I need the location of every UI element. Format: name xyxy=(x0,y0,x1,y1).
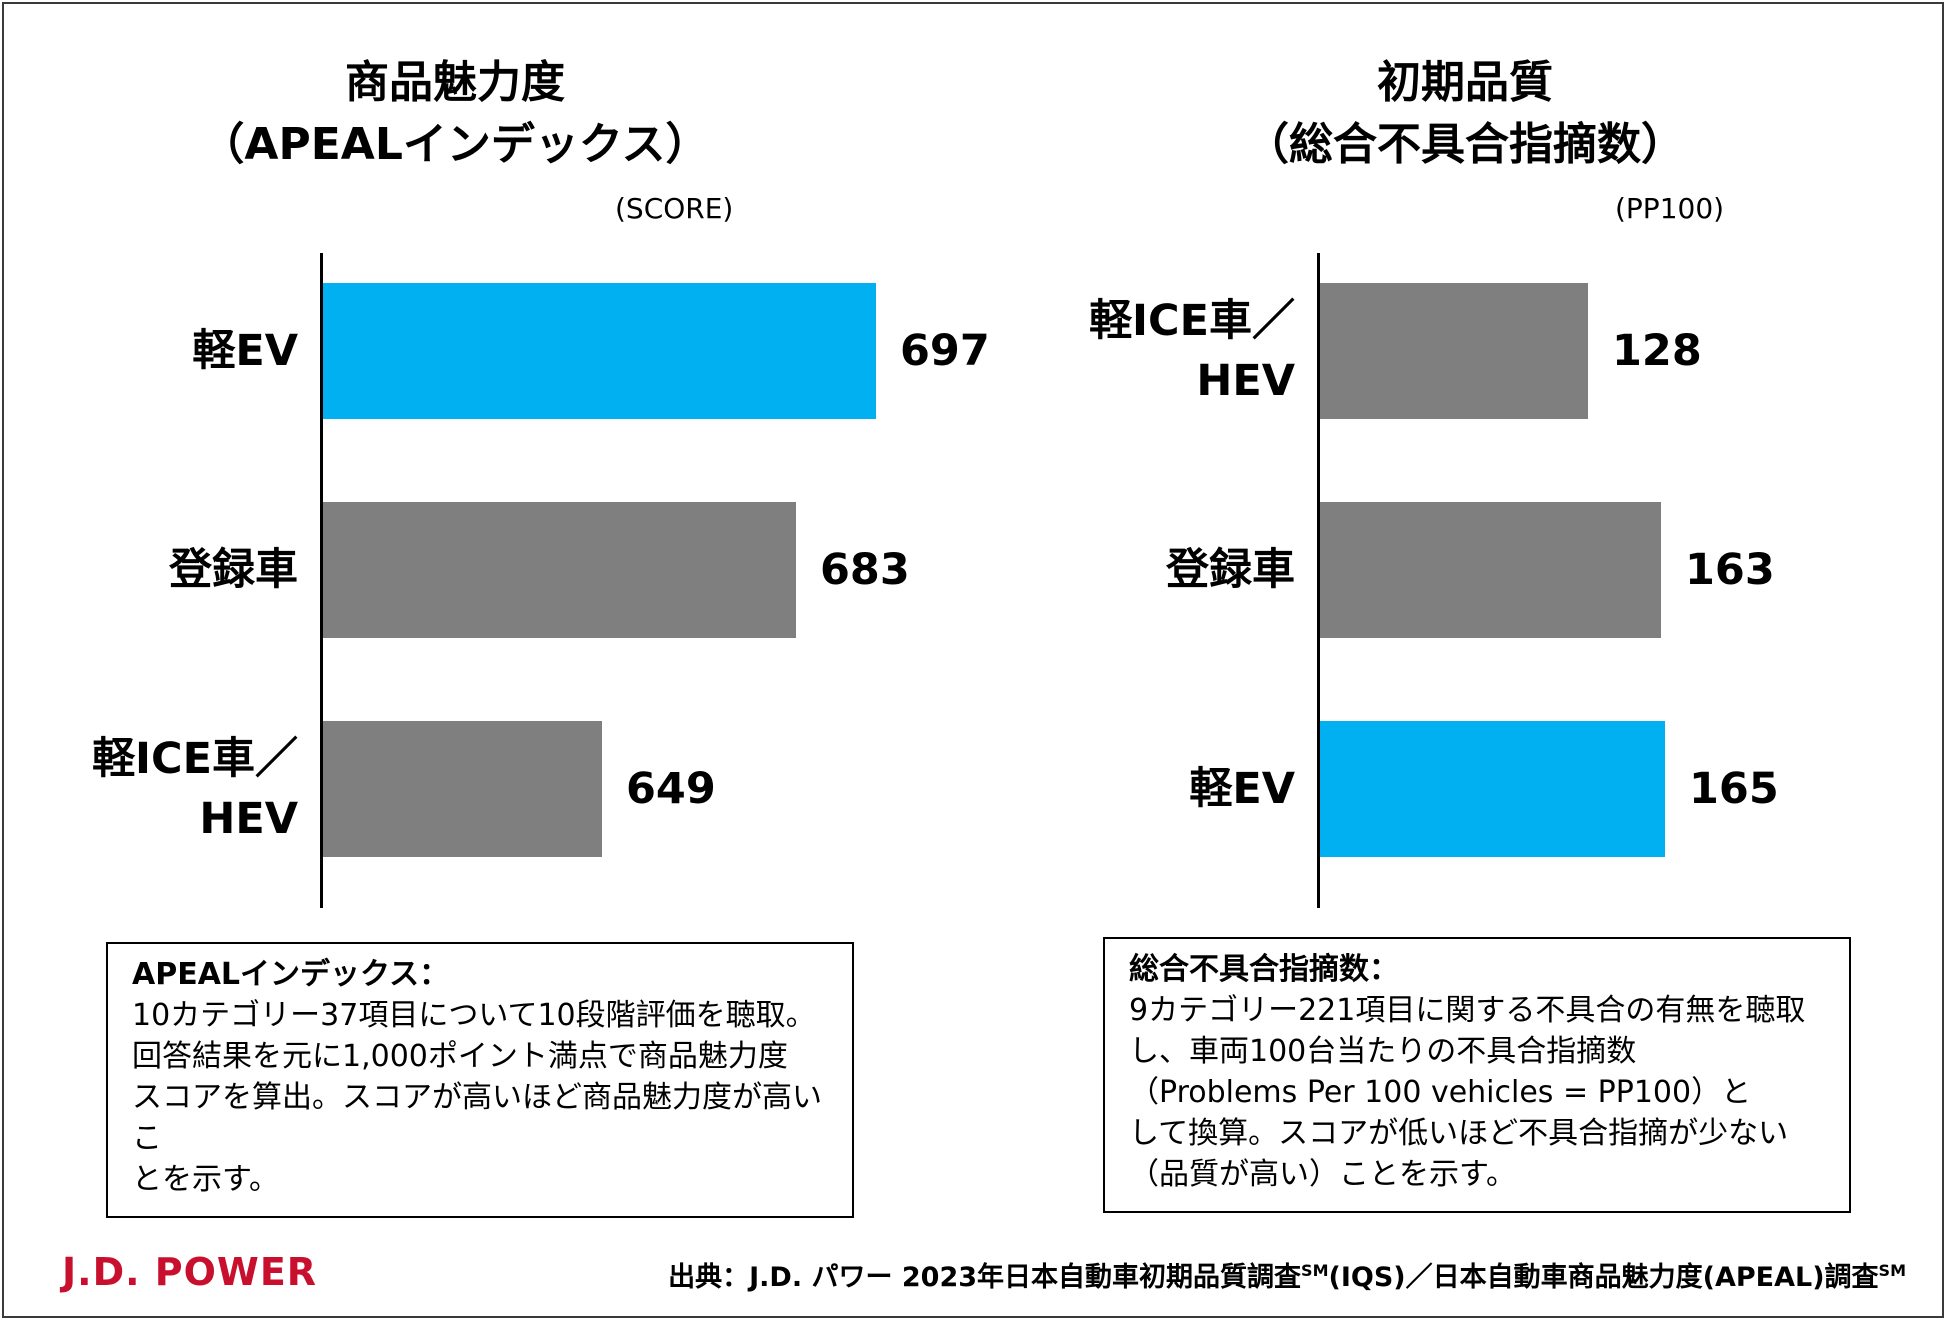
note-line: 回答結果を元に1,000ポイント満点で商品魅力度 xyxy=(132,1039,788,1074)
note-line: （Problems Per 100 vehicles = PP100）と xyxy=(1129,1075,1752,1110)
unit-label: (SCORE) xyxy=(615,192,734,225)
chart-title: 初期品質 （総合不具合指摘数） xyxy=(1115,52,1815,176)
note-apeal: APEALインデックス： 10カテゴリー37項目について10段階評価を聴取。 回… xyxy=(106,942,854,1218)
chart-title-line2: （総合不具合指摘数） xyxy=(1245,119,1685,170)
note-title: 総合不具合指摘数： xyxy=(1129,952,1399,987)
category-label: 軽EV xyxy=(965,759,1295,819)
note-iqs: 総合不具合指摘数： 9カテゴリー221項目に関する不具合の有無を聴取 し、車両1… xyxy=(1103,937,1851,1213)
bar xyxy=(1320,721,1665,857)
category-label-line: 軽EV xyxy=(192,326,298,376)
category-label-line: 軽ICE車／ xyxy=(92,734,298,784)
bar xyxy=(1320,283,1588,419)
source-citation: 出典：J.D. パワー 2023年日本自動車初期品質調査SM(IQS)／日本自動… xyxy=(668,1255,1906,1294)
data-label: 165 xyxy=(1689,764,1779,814)
data-label: 683 xyxy=(820,545,910,595)
bar xyxy=(323,283,876,419)
jd-power-logo: J.D. POWER xyxy=(62,1250,318,1294)
y-axis-line xyxy=(1317,253,1320,908)
data-label: 649 xyxy=(626,764,716,814)
category-label-line: HEV xyxy=(199,794,298,844)
category-label-line: 登録車 xyxy=(1166,545,1295,595)
note-line: 9カテゴリー221項目に関する不具合の有無を聴取 xyxy=(1129,993,1806,1028)
note-line: 10カテゴリー37項目について10段階評価を聴取。 xyxy=(132,998,816,1033)
source-text-2: (IQS)／日本自動車商品魅力度(APEAL)調査 xyxy=(1328,1262,1879,1293)
y-axis-line xyxy=(320,253,323,908)
note-line: して換算。スコアが低いほど不具合指摘が少ない xyxy=(1129,1116,1789,1151)
data-label: 128 xyxy=(1612,326,1702,376)
category-label-line: 軽ICE車／ xyxy=(1089,296,1295,346)
note-line: し、車両100台当たりの不具合指摘数 xyxy=(1129,1034,1637,1069)
chart-title-line1: 初期品質 xyxy=(1377,57,1553,108)
category-label: 登録車 xyxy=(0,540,298,600)
note-line: （品質が高い）ことを示す。 xyxy=(1129,1157,1516,1192)
bar xyxy=(323,502,796,638)
service-mark-2: SM xyxy=(1878,1261,1906,1280)
category-label-line: 軽EV xyxy=(1189,764,1295,814)
category-label: 登録車 xyxy=(965,540,1295,600)
note-line: とを示す。 xyxy=(132,1162,279,1197)
data-label: 163 xyxy=(1685,545,1775,595)
chart-title-line2: （APEALインデックス） xyxy=(200,119,710,170)
note-title: APEALインデックス： xyxy=(132,957,450,992)
chart-title-line1: 商品魅力度 xyxy=(345,57,565,108)
category-label: 軽ICE車／ HEV xyxy=(0,729,298,849)
chart-title: 商品魅力度 （APEALインデックス） xyxy=(105,52,805,176)
category-label: 軽ICE車／ HEV xyxy=(965,291,1295,411)
note-line: スコアを算出。スコアが高いほど商品魅力度が高いこ xyxy=(132,1080,822,1156)
service-mark-1: SM xyxy=(1301,1261,1329,1280)
bar xyxy=(323,721,602,857)
source-text-1: 出典：J.D. パワー 2023年日本自動車初期品質調査 xyxy=(668,1262,1302,1293)
data-label: 697 xyxy=(900,326,990,376)
category-label-line: 登録車 xyxy=(169,545,298,595)
bar xyxy=(1320,502,1661,638)
category-label-line: HEV xyxy=(1196,356,1295,406)
category-label: 軽EV xyxy=(0,321,298,381)
unit-label: (PP100) xyxy=(1615,192,1725,225)
